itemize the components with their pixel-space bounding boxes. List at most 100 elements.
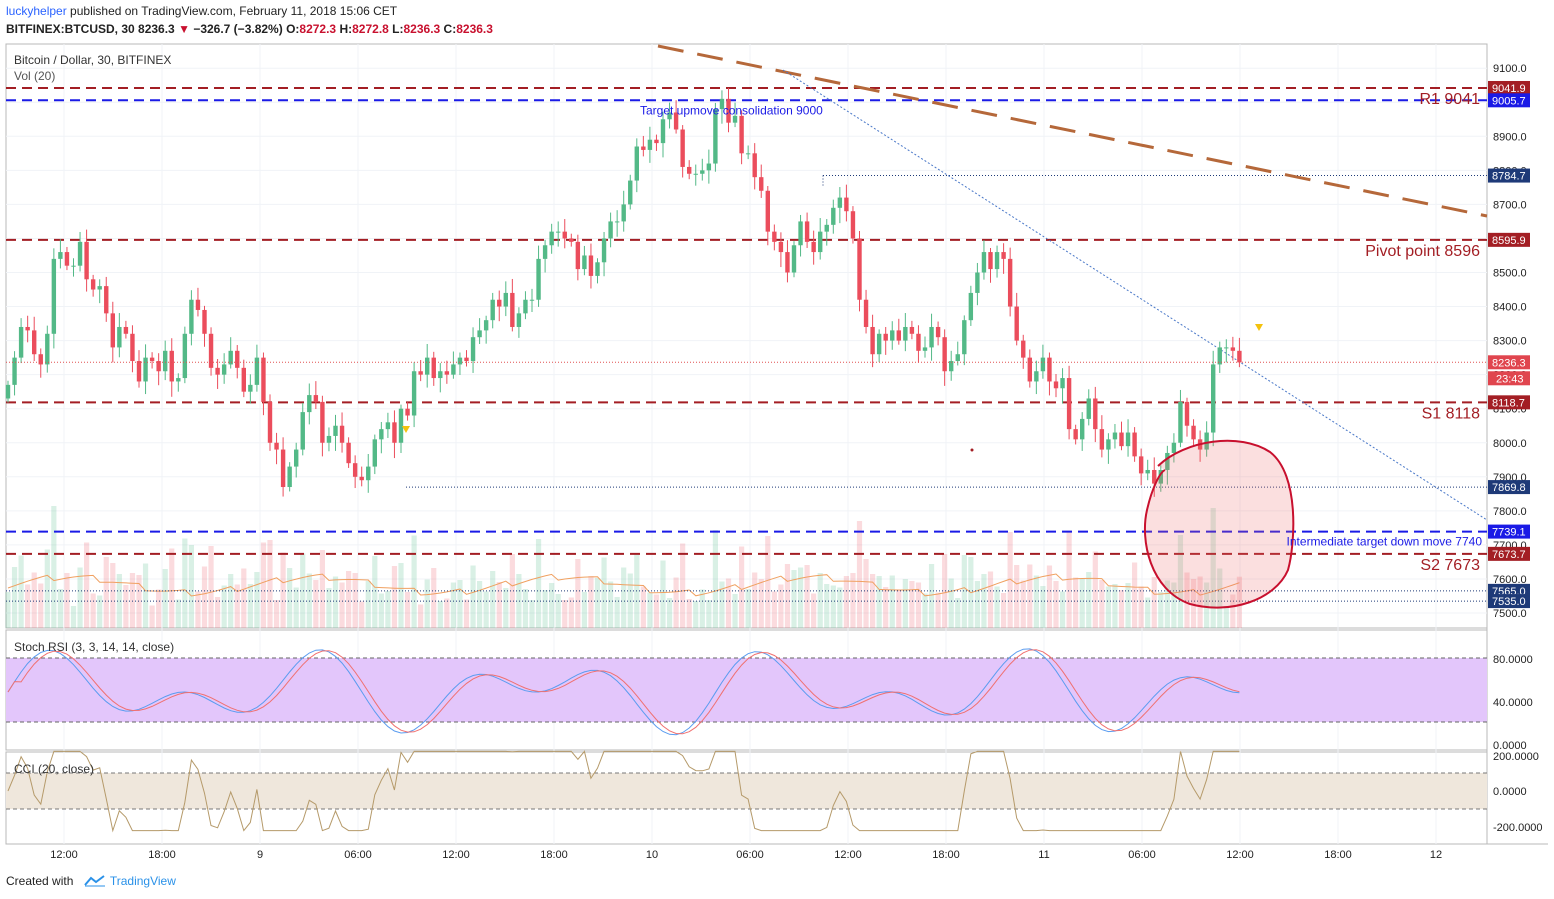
candle	[359, 476, 364, 481]
volume-bar	[588, 576, 594, 628]
volume-bar	[987, 571, 994, 628]
candle	[352, 463, 358, 477]
candle	[1106, 439, 1111, 450]
candle	[831, 207, 836, 225]
candle	[45, 333, 50, 365]
volume-bar	[1217, 568, 1223, 628]
candle	[962, 320, 967, 355]
candle	[143, 357, 148, 382]
volume-bar	[25, 584, 31, 628]
volume-bar	[1236, 576, 1242, 628]
candle	[1073, 429, 1078, 440]
volume-bar	[883, 587, 889, 628]
time-tick-label: 11	[1038, 849, 1049, 861]
volume-bar	[575, 559, 581, 628]
candle	[241, 367, 246, 392]
time-tick-label: 12:00	[1226, 849, 1254, 861]
volume-bar	[97, 595, 103, 628]
cci-band	[6, 773, 1487, 809]
level-badge-label: 7739.1	[1492, 527, 1526, 539]
main-pane-title: Bitcoin / Dollar, 30, BITFINEX	[14, 53, 171, 67]
volume-bar	[1001, 593, 1007, 628]
candle	[575, 241, 581, 270]
candle	[850, 211, 856, 239]
candle	[785, 252, 790, 273]
candle	[1040, 357, 1046, 372]
candle	[176, 378, 181, 382]
signal-marker-icon	[1255, 324, 1263, 331]
volume-bar	[752, 572, 758, 628]
candle	[1086, 398, 1091, 419]
candle	[824, 224, 829, 232]
candle	[425, 357, 430, 375]
volume-bar	[509, 554, 515, 628]
candle	[1080, 418, 1085, 440]
volume-bar	[745, 589, 751, 628]
volume-bar	[352, 573, 358, 628]
volume-bar	[961, 555, 967, 628]
volume-bar	[332, 576, 339, 628]
candle	[346, 442, 351, 464]
high-value: 8272.8	[352, 22, 389, 36]
volume-bar	[372, 556, 378, 628]
candle	[136, 361, 142, 382]
candle	[981, 252, 987, 273]
candle	[1119, 432, 1124, 447]
candle	[464, 357, 469, 362]
last-price-badge-label: 8236.3	[1492, 357, 1526, 369]
candle	[916, 333, 921, 351]
tradingview-logo-icon[interactable]	[83, 874, 107, 888]
level-badge	[1488, 524, 1530, 539]
volume-bar	[1138, 586, 1144, 628]
volume-bar	[725, 578, 732, 628]
volume-bar	[326, 588, 332, 628]
candle	[490, 299, 495, 321]
candle	[654, 139, 659, 144]
volume-bar	[431, 568, 437, 628]
candle	[169, 350, 174, 382]
volume-bar	[228, 574, 234, 628]
tradingview-brand-link[interactable]: TradingView	[109, 874, 176, 888]
volume-bar	[1145, 597, 1151, 628]
volume-bar	[555, 594, 561, 628]
candle	[595, 262, 600, 276]
candle	[1060, 378, 1065, 389]
candle	[660, 119, 666, 144]
publish-info: published on TradingView.com, February 1…	[70, 4, 398, 18]
candle	[687, 166, 692, 174]
stoch-band	[6, 658, 1487, 722]
volume-bar	[1210, 508, 1216, 628]
candle	[1066, 378, 1072, 430]
candle	[294, 449, 299, 467]
candle	[562, 231, 567, 239]
candle	[955, 354, 960, 362]
volume-bar	[896, 590, 902, 628]
volume-bar	[778, 584, 784, 628]
candle	[837, 197, 843, 208]
volume-bar	[450, 582, 456, 628]
time-tick-label: 12:00	[834, 849, 862, 861]
volume-bar	[994, 586, 1000, 628]
level-text-S2: S2 7673	[1420, 557, 1480, 574]
candle	[1230, 347, 1236, 351]
time-tick-label: 12:00	[50, 849, 78, 861]
candle	[549, 231, 554, 246]
volume-bar	[182, 538, 188, 628]
candle	[621, 204, 626, 222]
volume-bar	[496, 582, 502, 628]
candle	[418, 371, 423, 375]
volume-bar	[64, 573, 70, 628]
volume-bar	[110, 563, 116, 628]
volume-bar	[1158, 592, 1164, 628]
volume-bar	[562, 600, 568, 628]
author-link[interactable]: luckyhelper	[6, 4, 67, 18]
candle	[320, 401, 325, 443]
volume-bar	[1007, 532, 1013, 628]
close-value: 8236.3	[456, 22, 493, 36]
volume-bar	[909, 581, 915, 628]
level-badge-label: 7535.0	[1492, 596, 1526, 608]
volume-bar	[339, 582, 345, 628]
time-tick-label: 18:00	[148, 849, 176, 861]
level-badge	[1488, 168, 1530, 183]
